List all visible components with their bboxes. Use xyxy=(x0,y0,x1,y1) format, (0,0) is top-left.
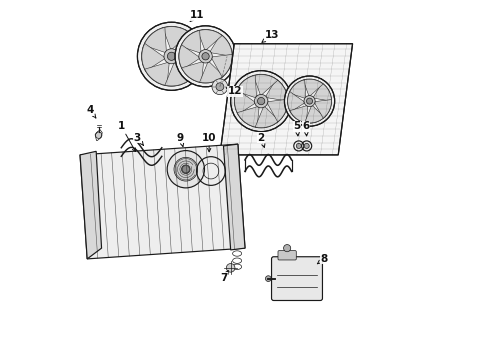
Polygon shape xyxy=(315,99,331,118)
Text: 1: 1 xyxy=(118,121,136,152)
Polygon shape xyxy=(266,79,288,101)
Circle shape xyxy=(285,76,335,126)
Text: 6: 6 xyxy=(302,121,310,136)
Circle shape xyxy=(164,49,179,64)
Polygon shape xyxy=(237,75,256,98)
Circle shape xyxy=(304,96,315,107)
Polygon shape xyxy=(182,62,203,82)
Circle shape xyxy=(226,264,235,272)
Circle shape xyxy=(167,150,204,188)
Circle shape xyxy=(284,244,291,252)
Polygon shape xyxy=(198,30,222,50)
Polygon shape xyxy=(142,44,165,71)
FancyBboxPatch shape xyxy=(278,251,296,260)
Polygon shape xyxy=(237,107,259,127)
Circle shape xyxy=(175,26,236,87)
Text: 8: 8 xyxy=(318,254,327,264)
Circle shape xyxy=(304,143,309,148)
Text: 12: 12 xyxy=(226,86,242,96)
Polygon shape xyxy=(80,151,101,259)
Text: 4: 4 xyxy=(86,105,96,118)
Polygon shape xyxy=(80,144,245,259)
Circle shape xyxy=(254,94,268,108)
Circle shape xyxy=(231,71,292,132)
Polygon shape xyxy=(288,92,304,112)
Polygon shape xyxy=(145,63,169,86)
Polygon shape xyxy=(178,54,201,80)
Circle shape xyxy=(266,276,271,282)
Circle shape xyxy=(199,50,212,63)
Circle shape xyxy=(216,83,224,91)
Polygon shape xyxy=(212,54,232,77)
Circle shape xyxy=(96,132,102,138)
Polygon shape xyxy=(289,80,306,98)
Polygon shape xyxy=(144,27,166,53)
Polygon shape xyxy=(303,79,323,96)
Circle shape xyxy=(307,98,313,104)
Polygon shape xyxy=(163,27,190,49)
Circle shape xyxy=(257,98,265,105)
Text: 3: 3 xyxy=(134,133,144,145)
Polygon shape xyxy=(165,63,192,86)
Circle shape xyxy=(137,22,205,90)
Polygon shape xyxy=(314,83,331,101)
Polygon shape xyxy=(253,75,278,94)
Text: 11: 11 xyxy=(189,10,204,22)
FancyBboxPatch shape xyxy=(271,257,322,301)
Polygon shape xyxy=(210,35,232,56)
Circle shape xyxy=(174,157,197,181)
Circle shape xyxy=(181,165,190,174)
Polygon shape xyxy=(305,106,324,123)
Polygon shape xyxy=(290,106,308,123)
Text: 13: 13 xyxy=(262,30,279,42)
Text: 9: 9 xyxy=(177,133,184,147)
Polygon shape xyxy=(255,107,279,127)
Text: 5: 5 xyxy=(294,121,301,136)
Polygon shape xyxy=(177,32,201,56)
Polygon shape xyxy=(199,62,223,83)
Polygon shape xyxy=(268,99,288,122)
Polygon shape xyxy=(220,44,353,155)
Text: 10: 10 xyxy=(202,133,217,152)
Circle shape xyxy=(212,79,228,95)
Circle shape xyxy=(296,143,301,148)
Text: 7: 7 xyxy=(220,271,228,283)
Polygon shape xyxy=(235,90,255,114)
Polygon shape xyxy=(223,144,245,250)
Circle shape xyxy=(168,52,175,60)
Text: 2: 2 xyxy=(258,133,265,147)
Polygon shape xyxy=(179,45,199,69)
Polygon shape xyxy=(181,31,201,53)
Circle shape xyxy=(202,53,209,60)
